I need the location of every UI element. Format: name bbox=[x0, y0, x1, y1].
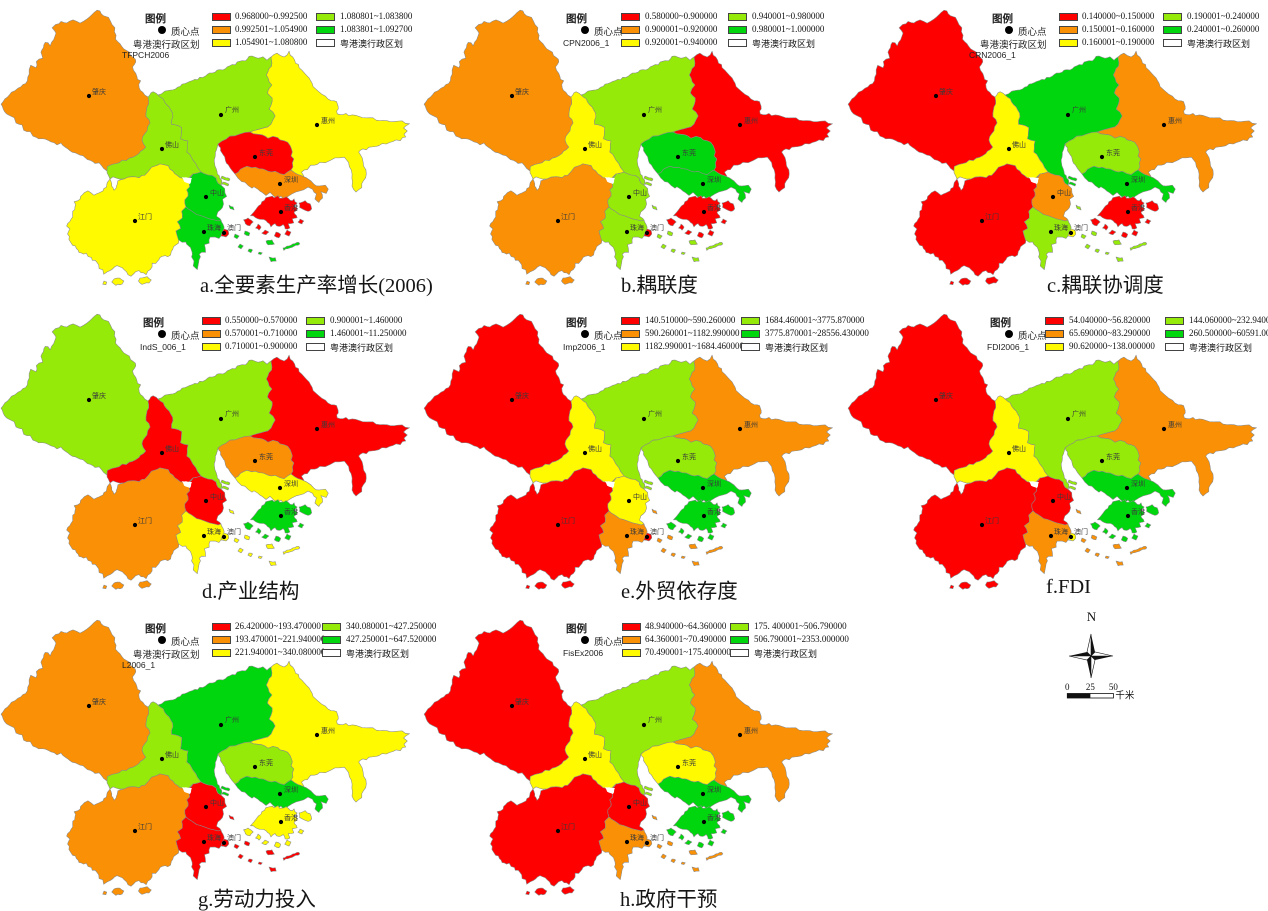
svg-text:50: 50 bbox=[1109, 682, 1119, 692]
svg-text:0: 0 bbox=[1065, 682, 1070, 692]
svg-text:千米: 千米 bbox=[1115, 690, 1135, 702]
svg-text:25: 25 bbox=[1086, 682, 1096, 692]
svg-text:N: N bbox=[1087, 609, 1097, 624]
